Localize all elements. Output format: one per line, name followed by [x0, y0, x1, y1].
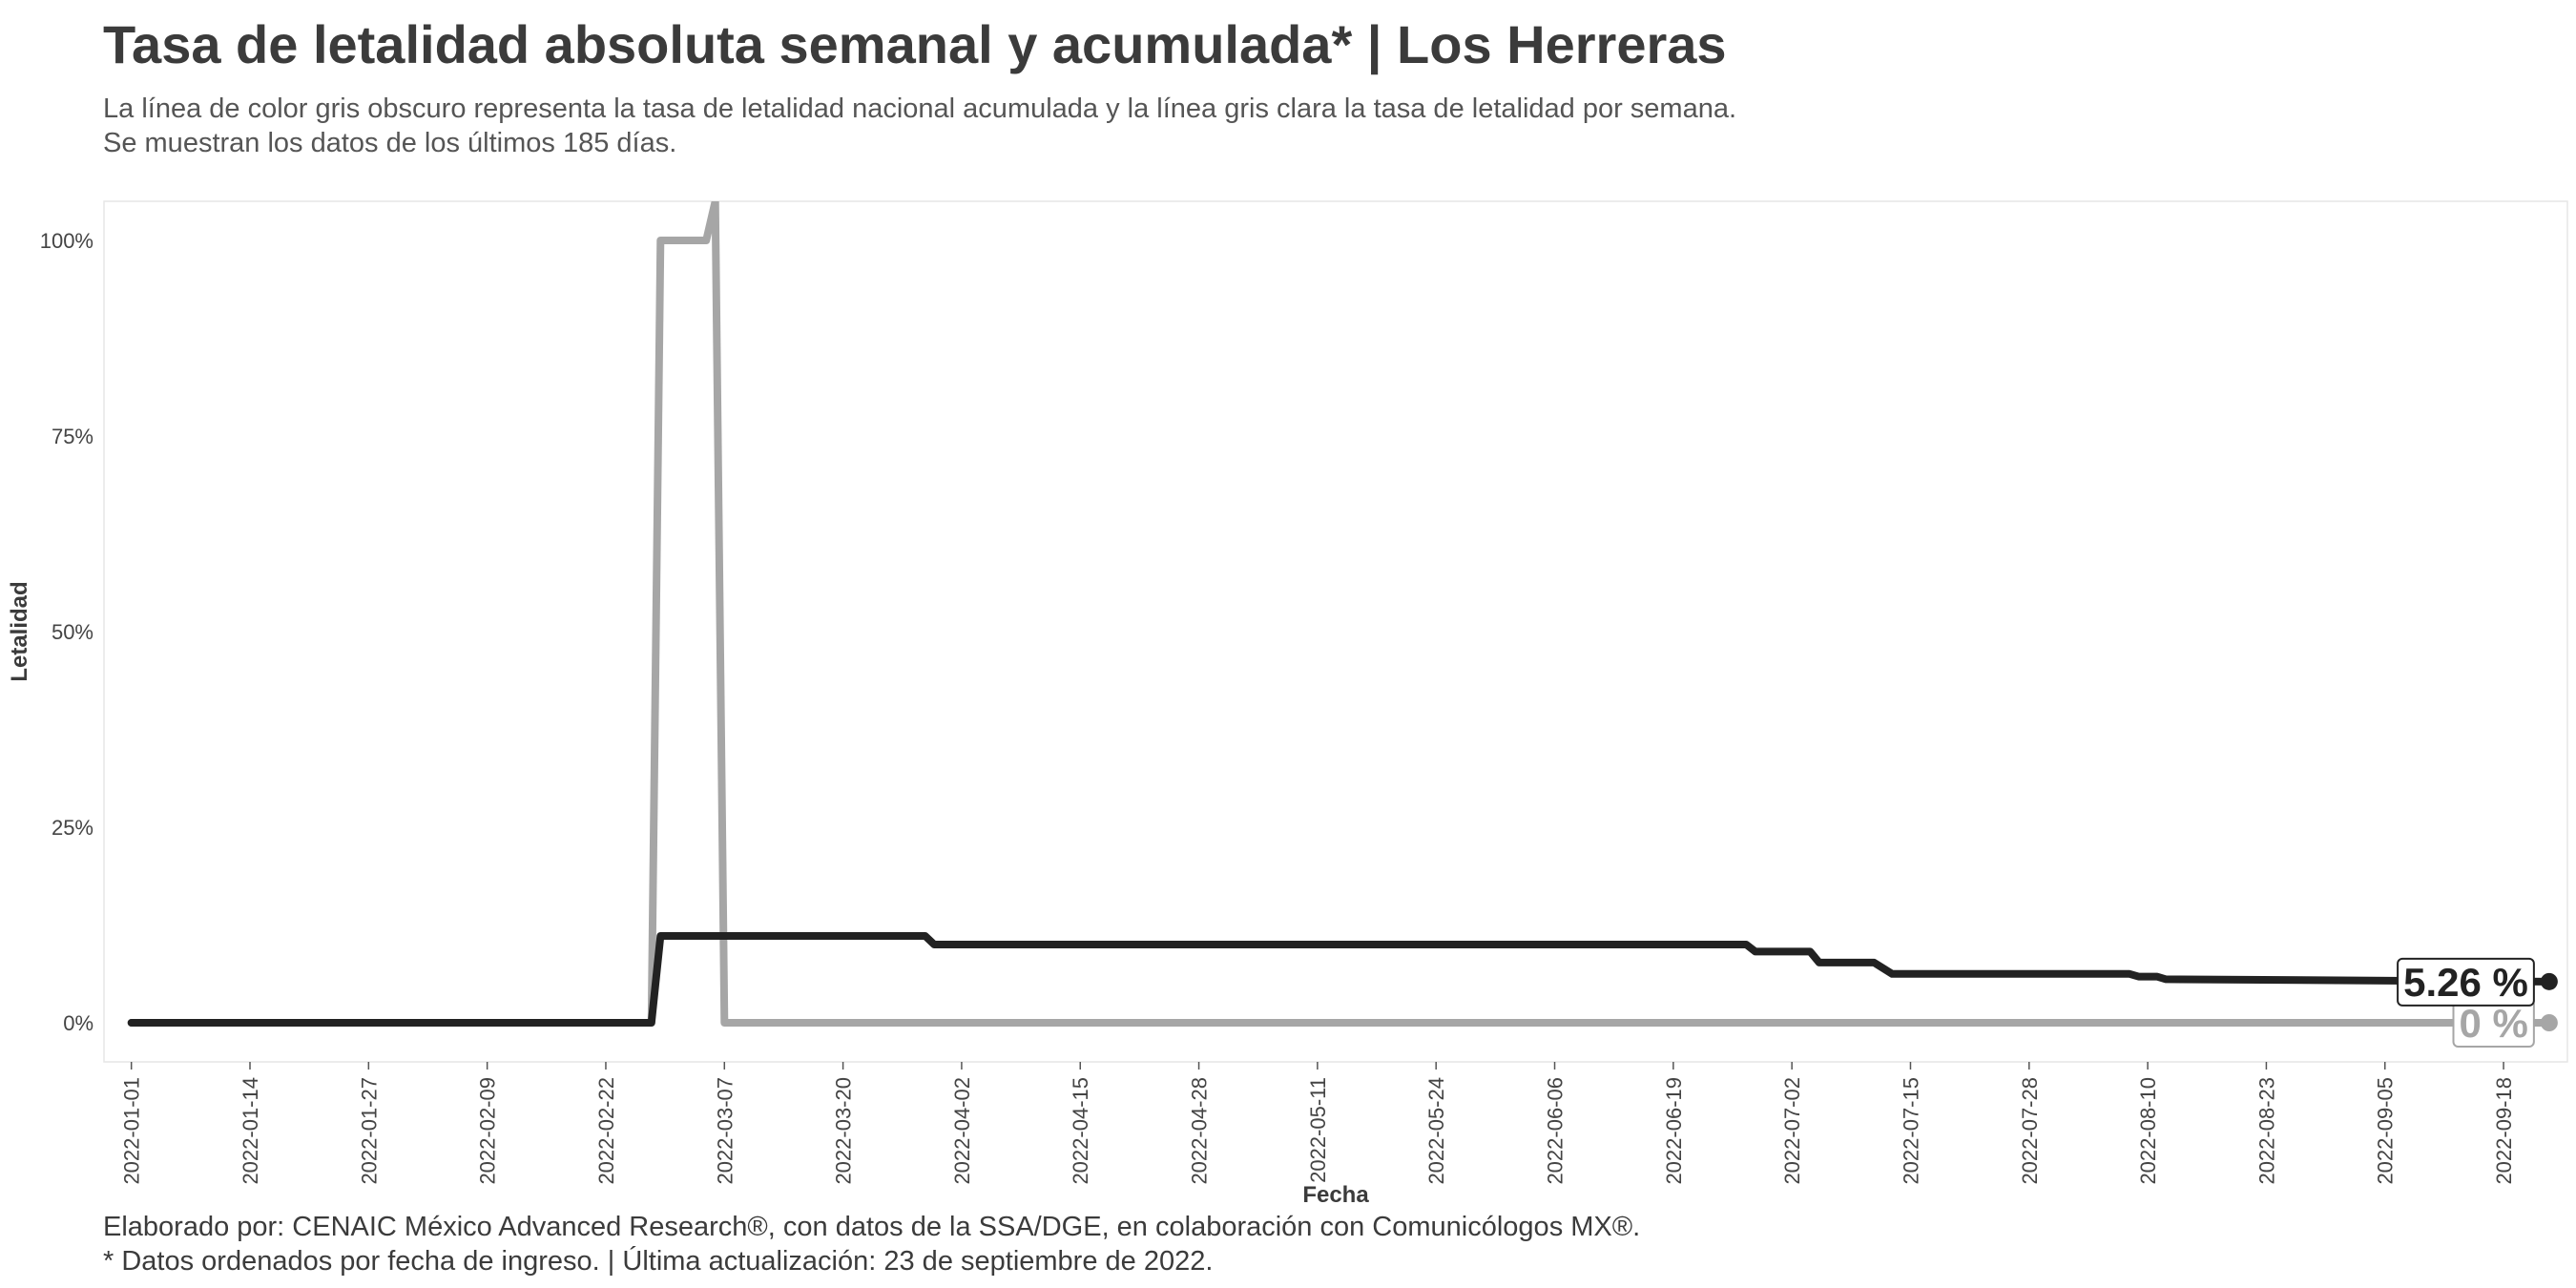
x-tick-label: 2022-05-11: [1306, 1077, 1330, 1183]
caption-line-1: Elaborado por: CENAIC México Advanced Re…: [103, 1212, 1641, 1242]
plot-panel: [103, 200, 2568, 1063]
x-axis: 2022-01-01 2022-01-14 2022-01-27 2022-02-09…: [120, 1062, 2516, 1185]
y-tick-label: 75%: [52, 425, 93, 448]
x-tick-label: 2022-05-24: [1424, 1077, 1448, 1185]
x-tick-label: 2022-08-10: [2136, 1077, 2160, 1185]
y-tick-label: 100%: [40, 229, 93, 253]
y-axis: 0% 25% 50% 75% 100%: [40, 229, 93, 1035]
chart-caption: Elaborado por: CENAIC México Advanced Re…: [103, 1210, 1640, 1278]
y-axis-title: Letalidad: [7, 581, 32, 681]
end-label-text: 0 %: [2459, 1001, 2527, 1046]
chart-title: Tasa de letalidad absoluta semanal y acu…: [103, 14, 1727, 74]
x-tick-label: 2022-01-01: [120, 1077, 144, 1185]
x-tick-label: 2022-09-18: [2492, 1077, 2516, 1185]
x-tick-label: 2022-04-28: [1188, 1077, 1212, 1185]
x-tick-label: 2022-04-02: [950, 1077, 974, 1185]
x-tick-label: 2022-06-19: [1662, 1077, 1686, 1185]
series-end-point-semanal: [2540, 1014, 2558, 1031]
end-label-acumulada: 5.26 %: [2397, 957, 2535, 1007]
end-label-semanal: 0 %: [2452, 999, 2535, 1048]
x-tick-label: 2022-07-15: [1899, 1077, 1922, 1185]
x-tick-label: 2022-06-06: [1544, 1077, 1568, 1185]
x-tick-label: 2022-09-05: [2374, 1077, 2398, 1185]
x-tick-label: 2022-01-27: [357, 1077, 381, 1185]
x-tick-label: 2022-01-14: [239, 1077, 262, 1185]
x-tick-label: 2022-03-20: [832, 1077, 856, 1185]
series-layer: [127, 201, 2558, 1031]
end-labels: 0 %5.26 %: [2397, 957, 2535, 1048]
series-end-point-acumulada: [2540, 972, 2558, 990]
end-label-box: [2397, 957, 2535, 1007]
y-tick-label: 50%: [52, 620, 93, 644]
x-tick-label: 2022-02-22: [594, 1077, 618, 1185]
series-line-acumulada: [127, 932, 2553, 1027]
caption-line-2: * Datos ordenados por fecha de ingreso. …: [103, 1246, 1214, 1277]
y-tick-label: 25%: [52, 816, 93, 840]
x-tick-label: 2022-03-07: [713, 1077, 737, 1185]
x-tick-label: 2022-08-23: [2254, 1077, 2278, 1185]
subtitle-line-1: La línea de color gris obscuro represent…: [103, 93, 1737, 124]
x-tick-label: 2022-02-09: [476, 1077, 500, 1185]
subtitle-line-2: Se muestran los datos de los últimos 185…: [103, 128, 677, 158]
x-tick-label: 2022-04-15: [1069, 1077, 1092, 1185]
x-axis-title: Fecha: [1302, 1182, 1369, 1208]
chart-subtitle: La línea de color gris obscuro represent…: [103, 92, 1736, 160]
x-tick-label: 2022-07-02: [1780, 1077, 1804, 1185]
end-label-text: 5.26 %: [2403, 960, 2528, 1005]
x-tick-label: 2022-07-28: [2018, 1077, 2042, 1185]
y-tick-label: 0%: [63, 1011, 93, 1035]
